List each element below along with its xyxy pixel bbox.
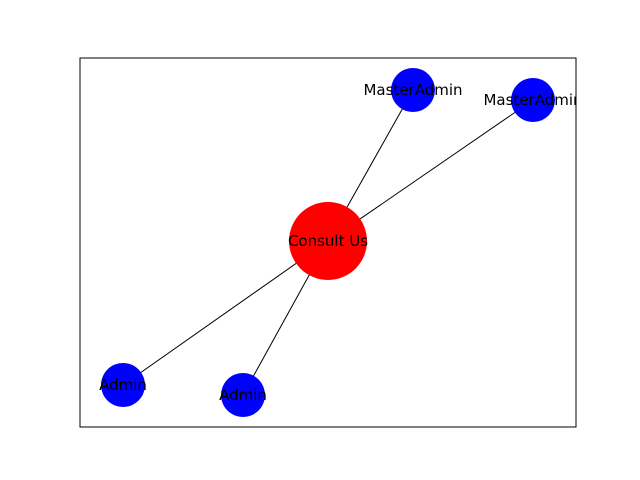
node-label-masteradmin-2: MasterAdmin [483, 91, 582, 109]
node-label-consult-us: Consult Us [288, 232, 368, 250]
node-admin-1 [101, 363, 145, 407]
node-label-admin-2: Admin [219, 386, 267, 404]
edge-consult-us-masteradmin-2 [327, 99, 534, 242]
node-masteradmin-2 [511, 78, 555, 122]
node-consult-us [289, 202, 367, 280]
node-label-admin-1: Admin [99, 376, 147, 394]
nodes-layer [101, 68, 555, 417]
edge-consult-us-admin-1 [122, 240, 329, 386]
node-masteradmin-1 [391, 68, 435, 112]
labels-layer: Consult Us MasterAdmin MasterAdmin Admin Adm… [99, 81, 582, 404]
node-label-masteradmin-1: MasterAdmin [363, 81, 462, 99]
node-admin-2 [221, 373, 265, 417]
plot-frame [79, 57, 577, 428]
